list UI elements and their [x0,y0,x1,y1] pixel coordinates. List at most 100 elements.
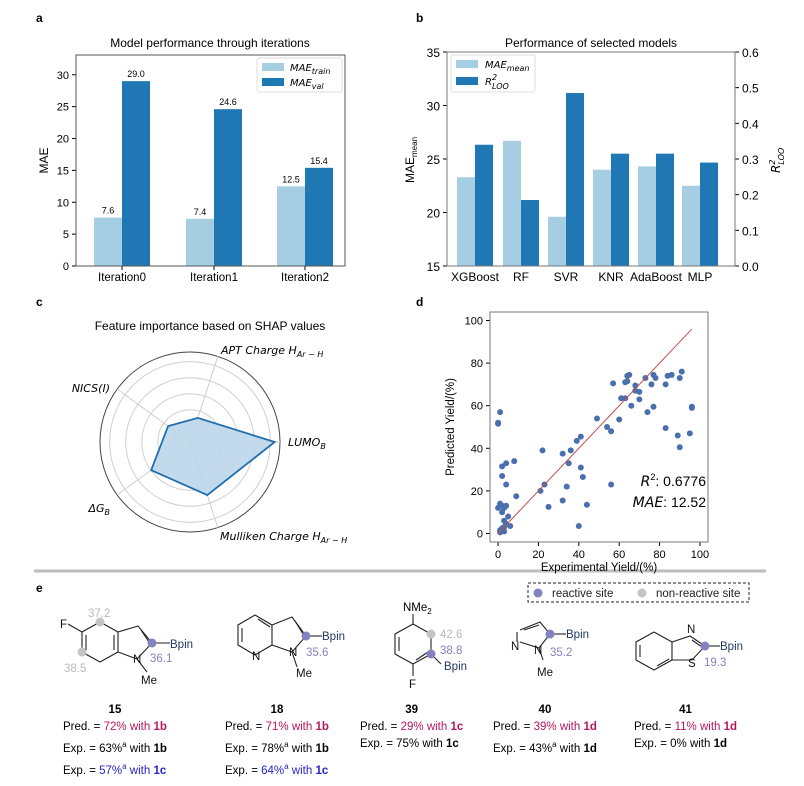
radar-axis-label-main: LUMO [288,436,321,449]
data-point [636,388,643,395]
experimental-yield-line: Exp. = 0% with 1d [634,736,737,753]
atom-N: N [252,651,260,663]
bar-train [186,218,214,266]
bar-r2-loo [611,153,629,266]
data-point [616,416,623,423]
x-tick-label: AdaBoost [630,270,683,284]
double-bond [140,629,150,643]
data-point [503,481,510,488]
data-point [650,403,657,410]
data-point [648,381,655,388]
atom-N: N [511,641,519,653]
panel-e-structures: reactive site non-reactive siteFNMeBpin37… [60,582,750,691]
reactive-site-marker [533,588,543,598]
site-value: 35.6 [306,647,328,659]
chart-c-radar: Feature importance based on SHAP values L… [72,319,347,545]
x-tick-label: Iteration2 [281,272,329,284]
footnote-mark: a [552,740,557,749]
nonreactive-site-marker [77,647,87,657]
yield-label: Pred. = [63,721,104,733]
compound-40-results: 40 Pred. = 39% with 1d Exp. = 43%a with 1d [493,702,597,758]
y-axis-right-label-sup: 2 [768,160,777,165]
atom-F: F [409,679,416,691]
double-bond [656,658,670,667]
chart-title: Performance of selected models [505,36,677,50]
legend-label-sup: 2 [492,73,497,82]
bar-val [122,81,150,266]
nonreactive-site-marker [426,629,436,639]
data-point [575,523,582,530]
reagent-label: 1b [153,742,167,755]
data-point [559,497,566,504]
footnote-mark: a [284,740,289,749]
data-point [628,402,635,409]
mae-value: : 12.52 [663,494,706,510]
data-point [497,409,504,416]
data-point [604,424,611,430]
data-point [636,396,643,403]
y-tick-label: 20 [471,486,483,498]
y-tick-label: 5 [63,229,69,241]
data-point [668,371,675,378]
data-point [676,444,683,451]
x-tick-label: 40 [573,549,585,561]
y-tick-label: 20 [427,207,441,221]
compound-number: 18 [270,704,284,716]
atom-N: N [133,654,141,666]
data-point [583,501,590,508]
r2-value: : 0.6776 [655,473,706,489]
y-tick-label: 10 [57,197,69,209]
bpin-label: Bpin [444,661,467,673]
data-point [507,523,514,530]
bar-mae-mean [548,216,566,266]
y-tick-label: 15 [427,260,441,274]
yield-value: 0% with 1d [670,738,728,750]
site-value: 38.8 [440,645,462,657]
y-tick-label: 15 [57,165,69,177]
panel-label-b: b [416,11,423,25]
atom-Me: Me [296,668,312,680]
plot-frame [446,51,736,267]
site-value: 37.2 [88,608,110,620]
yield-value: 64%a with 1c [261,761,329,777]
data-point [688,404,695,411]
data-point [559,450,566,457]
x-tick-label: KNR [598,270,624,284]
bond [81,621,119,663]
chart-a: Model performance through iterations MAE 0… [37,36,346,284]
experimental-yield-line: Exp. = 75% with 1c [360,736,463,753]
reagent-label: 1b [153,721,167,733]
footnote-mark: a [122,761,127,771]
y-axis-label: MAEmean [403,137,419,183]
data-point [567,447,574,454]
yield-label: Pred. = [225,721,266,733]
radar-axis-label-sub: B [105,508,111,517]
atom-N: N [534,645,542,657]
legend-swatch [262,78,284,86]
compound-number: 15 [108,704,122,716]
y-tick-label: 30 [57,70,69,82]
data-point [537,487,544,494]
radar-area [150,416,277,497]
r2-annotation: R2: 0.6776 [641,472,707,490]
data-point [577,433,584,440]
reactive-site-marker [147,638,157,648]
radar-axis-label: Mulliken Charge HAr − H [220,530,347,545]
legend-label-sub: val [312,82,325,91]
y-axis-label-sub: mean [410,137,419,157]
predicted-yield-line: Pred. = 29% with 1c [360,719,463,736]
y-tick-label: 40 [471,443,483,455]
data-point [539,447,546,454]
x-tick-label: 60 [613,549,625,561]
bar-mae-mean [593,169,611,266]
legend-swatch [456,60,478,68]
legend-label-sub: train [312,67,331,76]
y-tick-label: 0 [477,528,483,540]
bond [237,614,273,656]
x-tick-label: SVR [554,270,579,284]
yield-label: Pred. = [360,721,401,733]
y-axis-right-label-sub: LOO [777,148,786,165]
panel-label-d: d [416,295,423,309]
data-point [652,375,659,382]
y-right-tick-label: 0.0 [742,260,759,274]
